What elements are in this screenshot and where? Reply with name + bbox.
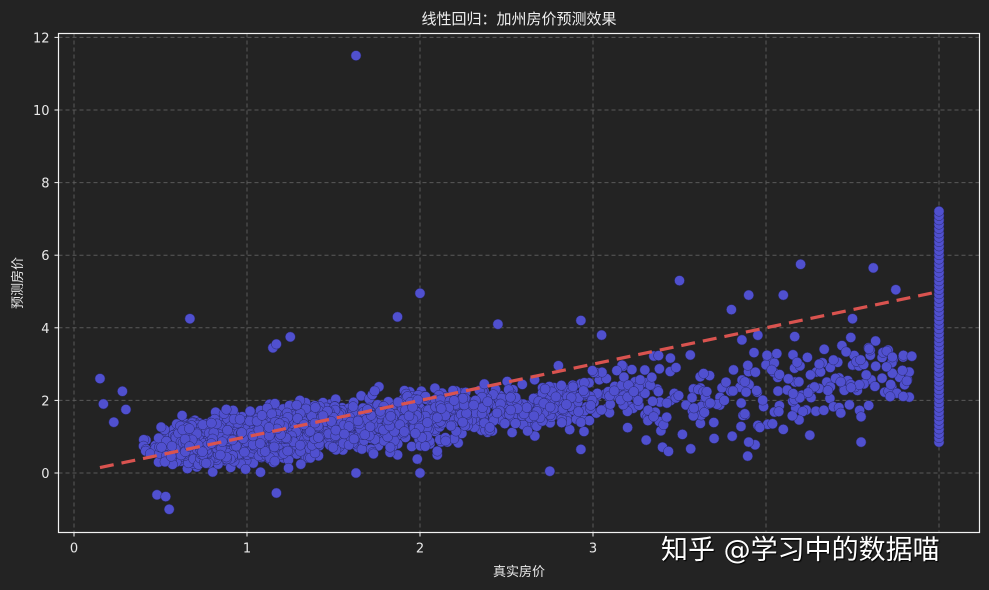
y-tick-label: 8 bbox=[41, 177, 49, 192]
chart-title: 线性回归：加州房价预测效果 bbox=[421, 10, 616, 28]
y-tick-label: 4 bbox=[41, 322, 49, 337]
y-tick-label: 12 bbox=[33, 31, 50, 46]
y-axis-title: 预测房价 bbox=[10, 257, 26, 309]
y-tick-label: 10 bbox=[33, 104, 50, 119]
plot-frame bbox=[57, 32, 981, 534]
x-tick-label: 3 bbox=[589, 542, 597, 557]
y-tick-label: 6 bbox=[41, 249, 49, 264]
x-axis-title: 真实房价 bbox=[493, 564, 545, 580]
y-tick-label: 2 bbox=[41, 394, 49, 409]
watermark: 知乎 @学习中的数据喵 bbox=[661, 535, 940, 566]
x-tick-label: 2 bbox=[416, 542, 424, 557]
regression-line bbox=[99, 289, 940, 470]
x-tick-label: 1 bbox=[243, 542, 251, 557]
x-tick-label: 0 bbox=[70, 542, 78, 557]
y-tick-label: 0 bbox=[41, 467, 49, 482]
